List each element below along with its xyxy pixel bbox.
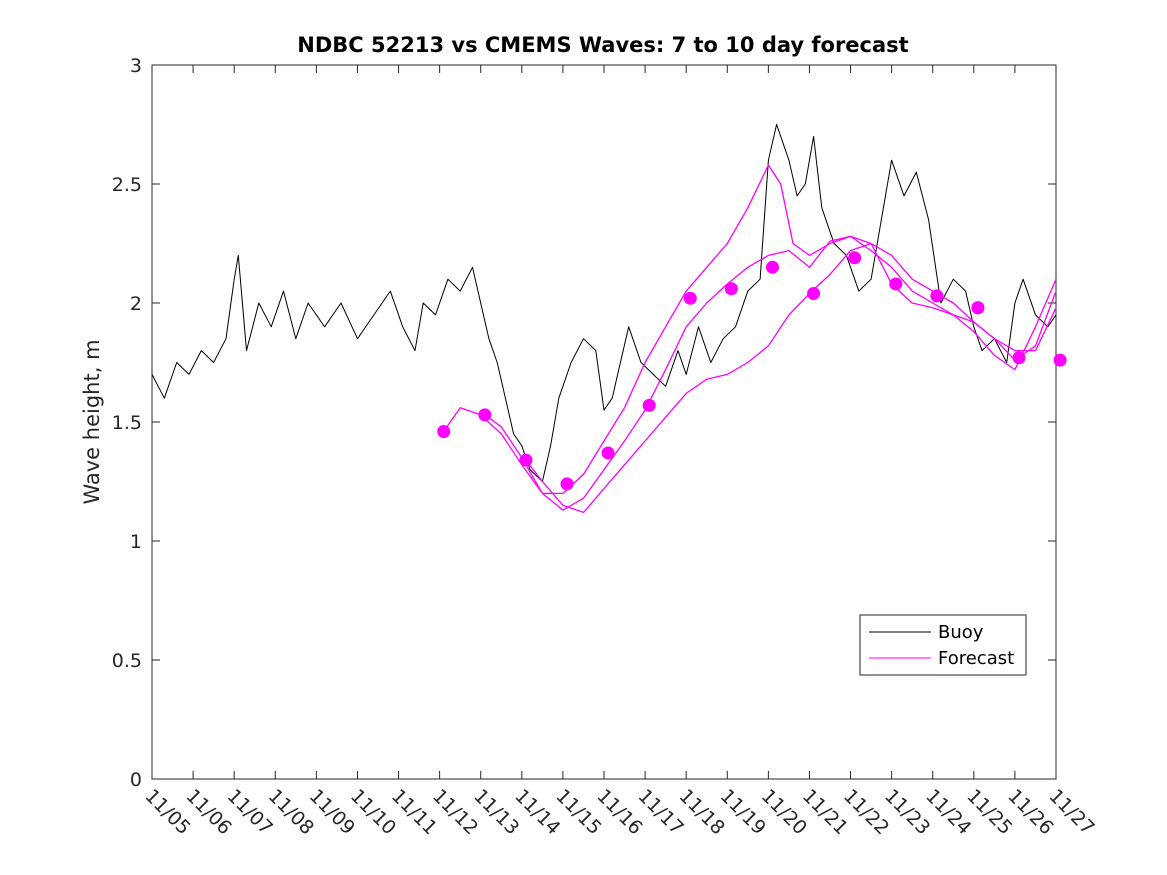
y-tick-label: 2.5 — [112, 174, 142, 196]
x-tick-label: 11/08 — [264, 785, 318, 839]
x-tick-label: 11/18 — [675, 785, 729, 839]
forecast-series-line — [484, 235, 1057, 511]
forecast-marker — [437, 425, 451, 439]
x-tick-label: 11/10 — [346, 785, 400, 839]
x-tick-label: 11/05 — [140, 785, 194, 839]
x-tick-label: 11/16 — [592, 785, 646, 839]
legend-buoy-label: Buoy — [938, 622, 984, 643]
x-tick-label: 11/14 — [510, 785, 564, 839]
legend-forecast-label: Forecast — [938, 648, 1014, 669]
x-tick-label: 11/11 — [387, 785, 441, 839]
buoy-series-line — [151, 124, 1057, 482]
x-tick-label: 11/23 — [880, 785, 934, 839]
x-tick-label: 11/17 — [634, 785, 688, 839]
y-tick-label: 1 — [130, 531, 142, 553]
forecast-marker — [971, 301, 985, 315]
forecast-marker — [601, 446, 615, 460]
x-tick-label: 11/22 — [839, 785, 893, 839]
x-tick-label: 11/19 — [716, 785, 770, 839]
forecast-marker — [683, 291, 697, 305]
x-tick-label: 11/09 — [305, 785, 359, 839]
x-tick-label: 11/24 — [921, 785, 975, 839]
x-tick-label: 11/07 — [223, 785, 277, 839]
forecast-marker — [848, 251, 862, 265]
x-tick-label: 11/25 — [962, 785, 1016, 839]
forecast-marker — [560, 477, 574, 491]
forecast-marker — [1053, 353, 1067, 367]
y-axis-title: Wave height, m — [80, 339, 104, 504]
chart-title: NDBC 52213 vs CMEMS Waves: 7 to 10 day f… — [297, 33, 908, 57]
forecast-marker — [724, 282, 738, 296]
forecast-marker — [1012, 351, 1026, 365]
y-axis: 0 0.5 1 1.5 2 2.5 3 — [112, 55, 1056, 791]
forecast-marker — [889, 277, 903, 291]
forecast-marker — [765, 260, 779, 274]
forecast-markers — [437, 251, 1067, 491]
forecast-series-line — [525, 242, 1057, 514]
series-layer — [151, 124, 1057, 514]
y-tick-label: 3 — [130, 55, 142, 77]
x-tick-label: 11/13 — [469, 785, 523, 839]
forecast-marker — [930, 289, 944, 303]
x-tick-label: 11/06 — [182, 785, 236, 839]
y-tick-label: 0 — [130, 769, 142, 791]
legend: Buoy Forecast — [859, 614, 1027, 676]
forecast-marker — [519, 453, 533, 467]
x-tick-label: 11/20 — [757, 785, 811, 839]
x-tick-label: 11/26 — [1003, 785, 1057, 839]
y-tick-label: 0.5 — [112, 650, 142, 672]
x-tick-label: 11/12 — [428, 785, 482, 839]
forecast-marker — [642, 398, 656, 412]
y-tick-label: 1.5 — [112, 412, 142, 434]
x-tick-label: 11/21 — [798, 785, 852, 839]
forecast-marker — [478, 408, 492, 422]
legend-box — [859, 614, 1027, 676]
x-tick-label: 11/27 — [1044, 785, 1098, 839]
x-tick-label: 11/15 — [551, 785, 605, 839]
forecast-marker — [807, 286, 821, 300]
y-tick-label: 2 — [130, 293, 142, 315]
forecast-series-line — [443, 164, 1057, 495]
